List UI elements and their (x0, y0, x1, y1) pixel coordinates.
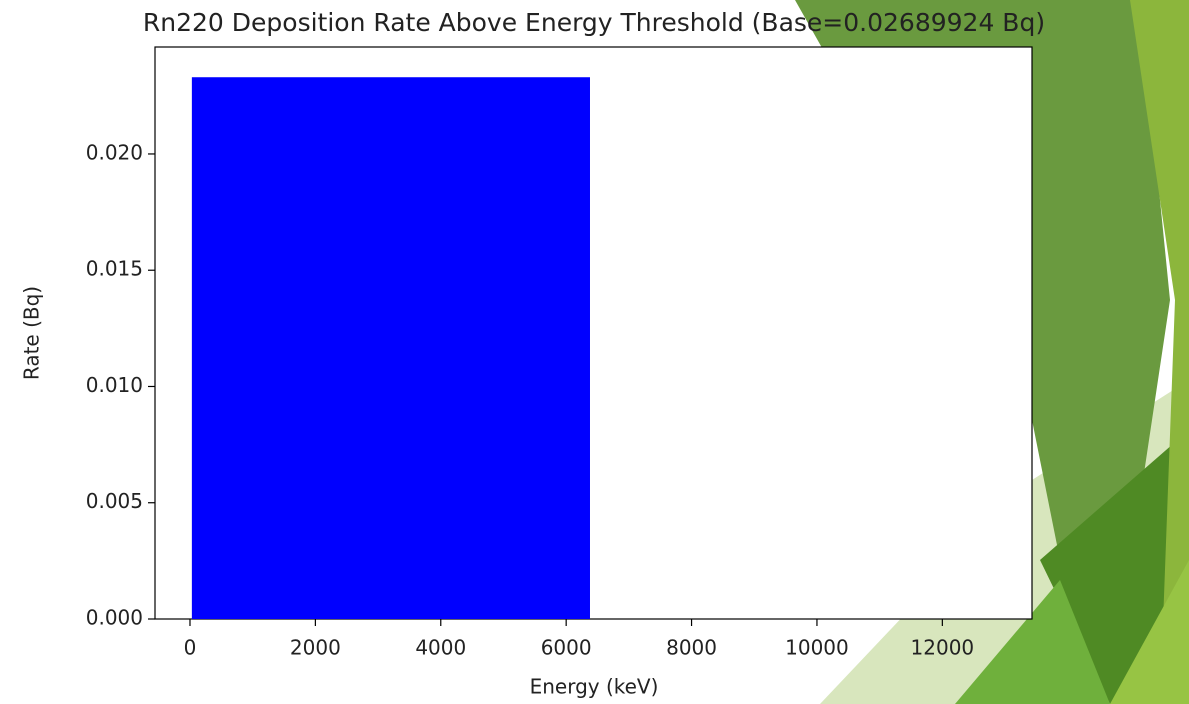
background-shapes (795, 0, 1189, 704)
bg-shape (1130, 0, 1189, 704)
y-axis-label: Rate (Bq) (20, 286, 44, 380)
y-tick-label: 0.000 (86, 606, 143, 630)
bg-shape (795, 0, 1170, 700)
x-tick-label: 8000 (666, 636, 717, 660)
x-tick-label: 0 (184, 636, 197, 660)
bar (191, 77, 590, 619)
x-tick-label: 6000 (541, 636, 592, 660)
chart-title: Rn220 Deposition Rate Above Energy Thres… (143, 8, 1045, 37)
x-tick-label: 4000 (415, 636, 466, 660)
y-tick-label: 0.005 (86, 489, 143, 513)
y-tick-label: 0.015 (86, 257, 143, 281)
bg-shape (1110, 560, 1189, 704)
x-tick-label: 10000 (785, 636, 849, 660)
y-tick-label: 0.010 (86, 373, 143, 397)
bg-shape (955, 580, 1110, 704)
x-tick-label: 12000 (911, 636, 975, 660)
x-axis-label: Energy (keV) (530, 675, 659, 699)
y-tick-label: 0.020 (86, 140, 143, 164)
x-tick-label: 2000 (290, 636, 341, 660)
